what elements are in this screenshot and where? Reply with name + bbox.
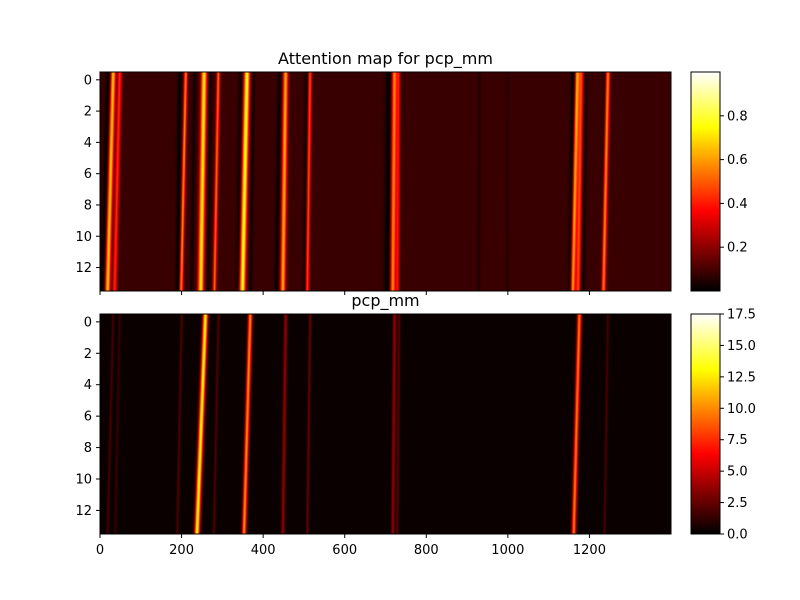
y-tick-label: 12: [75, 261, 92, 276]
y-tick-label: 10: [75, 473, 92, 488]
colorbar-tick-label: 12.5: [727, 370, 756, 385]
attention-x-axis: [99, 291, 590, 295]
y-tick-label: 6: [84, 167, 92, 182]
x-tick-label: 400: [251, 543, 276, 558]
pcp-colorbar: 0.0 2.5 5.0 7.5 10.0 12.5 15.0 17.5: [690, 308, 756, 543]
colorbar-tick-label: 0.8: [727, 109, 748, 124]
pcp-x-axis: 0 200 400 600 800 1000 1200: [96, 534, 606, 558]
attention-heatmap: [99, 71, 672, 292]
pcp-y-axis: 0 2 4 6 8 10 12: [75, 315, 100, 519]
y-tick-label: 0: [84, 315, 92, 330]
pcp-title: pcp_mm: [351, 291, 419, 311]
colorbar-tick-label: 15.0: [727, 339, 756, 354]
chart-title: Attention map for pcp_mm: [278, 49, 493, 69]
colorbar-tick-label: 2.5: [727, 496, 748, 511]
colorbar-tick-label: 10.0: [727, 402, 756, 417]
x-tick-label: 0: [96, 543, 104, 558]
attention-colorbar: 0.2 0.4 0.6 0.8: [690, 71, 748, 292]
colorbar-tick-label: 5.0: [727, 465, 748, 480]
y-tick-label: 8: [84, 441, 92, 456]
colorbar-tick-label: 0.6: [727, 153, 748, 168]
y-tick-label: 4: [84, 378, 92, 393]
pcp-colorbar-gradient: [691, 314, 720, 534]
colorbar-tick-label: 0.4: [727, 197, 748, 212]
colorbar-tick-label: 7.5: [727, 433, 748, 448]
colorbar-tick-label: 0.2: [727, 241, 748, 256]
y-tick-label: 6: [84, 410, 92, 425]
attention-y-axis: 0 2 4 6 8 10 12: [75, 73, 100, 276]
x-tick-label: 200: [169, 543, 194, 558]
x-tick-label: 800: [414, 543, 439, 558]
y-tick-label: 10: [75, 230, 92, 245]
y-tick-label: 2: [84, 347, 92, 362]
pcp-heatmap-image: [100, 314, 671, 534]
y-tick-label: 0: [84, 73, 92, 88]
colorbar-tick-label: 17.5: [727, 308, 756, 323]
y-tick-label: 12: [75, 504, 92, 519]
colorbar-tick-label: 0.0: [727, 528, 748, 543]
attention-heatmap-image: [100, 72, 671, 291]
x-tick-label: 1200: [573, 543, 606, 558]
attention-colorbar-gradient: [691, 72, 720, 291]
pcp-heatmap: [99, 313, 672, 535]
x-tick-label: 1000: [491, 543, 524, 558]
y-tick-label: 8: [84, 198, 92, 213]
y-tick-label: 4: [84, 136, 92, 151]
x-tick-label: 600: [332, 543, 357, 558]
y-tick-label: 2: [84, 105, 92, 120]
